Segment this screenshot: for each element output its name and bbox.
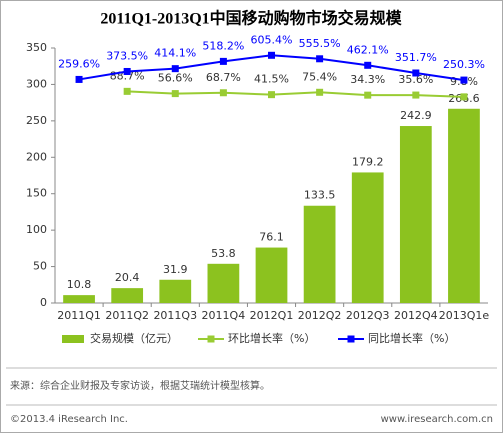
copyright: ©2013.4 iResearch Inc. bbox=[10, 414, 128, 425]
marker bbox=[123, 87, 131, 95]
legend-label: 交易规模（亿元） bbox=[90, 331, 178, 345]
data-label: 555.5% bbox=[299, 37, 341, 50]
marker bbox=[316, 88, 324, 96]
data-label: 259.6% bbox=[58, 57, 100, 70]
data-label: 250.3% bbox=[443, 58, 485, 71]
x-tick-label: 2011Q4 bbox=[202, 309, 246, 322]
marker bbox=[364, 61, 372, 69]
x-tick-label: 2012Q1 bbox=[250, 309, 294, 322]
legend-swatch bbox=[207, 335, 215, 343]
marker bbox=[219, 89, 227, 97]
data-label: 31.9 bbox=[163, 263, 188, 276]
marker bbox=[123, 67, 131, 75]
y-tick-label: 50 bbox=[33, 260, 47, 273]
data-label: 605.4% bbox=[251, 33, 293, 46]
data-label: 179.2 bbox=[352, 155, 384, 168]
bar bbox=[448, 108, 480, 304]
x-tick-label: 2011Q3 bbox=[153, 309, 197, 322]
y-tick-label: 0 bbox=[40, 296, 47, 309]
bar bbox=[63, 295, 95, 303]
data-label: 20.4 bbox=[115, 271, 140, 284]
chart-title: 2011Q1-2013Q1中国移动购物市场交易规模 bbox=[100, 9, 402, 28]
x-tick-label: 2013Q1e bbox=[439, 309, 490, 322]
legend-label: 同比增长率（%） bbox=[368, 331, 455, 345]
marker bbox=[412, 91, 420, 99]
data-label: 462.1% bbox=[347, 43, 389, 56]
bar bbox=[399, 126, 432, 303]
data-label: 35.6% bbox=[398, 73, 433, 86]
x-tick-label: 2011Q1 bbox=[57, 309, 101, 322]
legend-label: 环比增长率（%） bbox=[228, 331, 315, 345]
data-label: 373.5% bbox=[106, 49, 148, 62]
data-label: 242.9 bbox=[400, 109, 432, 122]
data-label: 10.8 bbox=[67, 278, 92, 291]
x-tick-label: 2012Q2 bbox=[298, 309, 342, 322]
marker bbox=[268, 51, 275, 59]
line bbox=[127, 90, 464, 98]
bar bbox=[255, 247, 288, 303]
data-label: 133.5 bbox=[304, 189, 336, 202]
bar bbox=[207, 263, 240, 303]
marker bbox=[219, 57, 227, 65]
data-label: 41.5% bbox=[254, 73, 289, 86]
data-label: 351.7% bbox=[395, 51, 437, 64]
bar bbox=[159, 279, 192, 303]
bar bbox=[303, 205, 336, 303]
x-tick-label: 2012Q4 bbox=[394, 309, 438, 322]
data-label: 34.3% bbox=[350, 73, 385, 86]
y-tick-label: 250 bbox=[26, 114, 47, 127]
marker bbox=[75, 75, 83, 83]
marker bbox=[364, 91, 372, 99]
bar bbox=[351, 172, 384, 303]
marker bbox=[460, 93, 468, 101]
y-tick-label: 150 bbox=[26, 187, 47, 200]
legend-swatch bbox=[347, 335, 355, 343]
y-tick-label: 350 bbox=[26, 41, 47, 54]
data-label: 414.1% bbox=[154, 47, 196, 60]
data-label: 75.4% bbox=[302, 70, 337, 83]
website: www.iresearch.com.cn bbox=[381, 414, 493, 425]
data-label: 68.7% bbox=[206, 71, 241, 84]
marker bbox=[412, 69, 420, 77]
marker bbox=[171, 65, 179, 73]
source: 来源：综合企业财报及专家访谈，根据艾瑞统计模型核算。 bbox=[10, 379, 270, 392]
bar bbox=[111, 288, 144, 303]
data-label: 76.1 bbox=[259, 231, 284, 244]
data-label: 518.2% bbox=[202, 39, 244, 52]
marker bbox=[460, 76, 468, 84]
data-label: 56.6% bbox=[158, 72, 193, 85]
x-tick-label: 2012Q3 bbox=[346, 309, 390, 322]
y-tick-label: 200 bbox=[26, 150, 47, 163]
marker bbox=[268, 91, 275, 99]
y-tick-label: 100 bbox=[26, 223, 47, 236]
marker bbox=[316, 55, 324, 63]
x-tick-label: 2011Q2 bbox=[105, 309, 149, 322]
data-label: 53.8 bbox=[211, 247, 236, 260]
legend-swatch bbox=[62, 335, 84, 343]
y-tick-label: 300 bbox=[26, 77, 47, 90]
marker bbox=[171, 90, 179, 98]
